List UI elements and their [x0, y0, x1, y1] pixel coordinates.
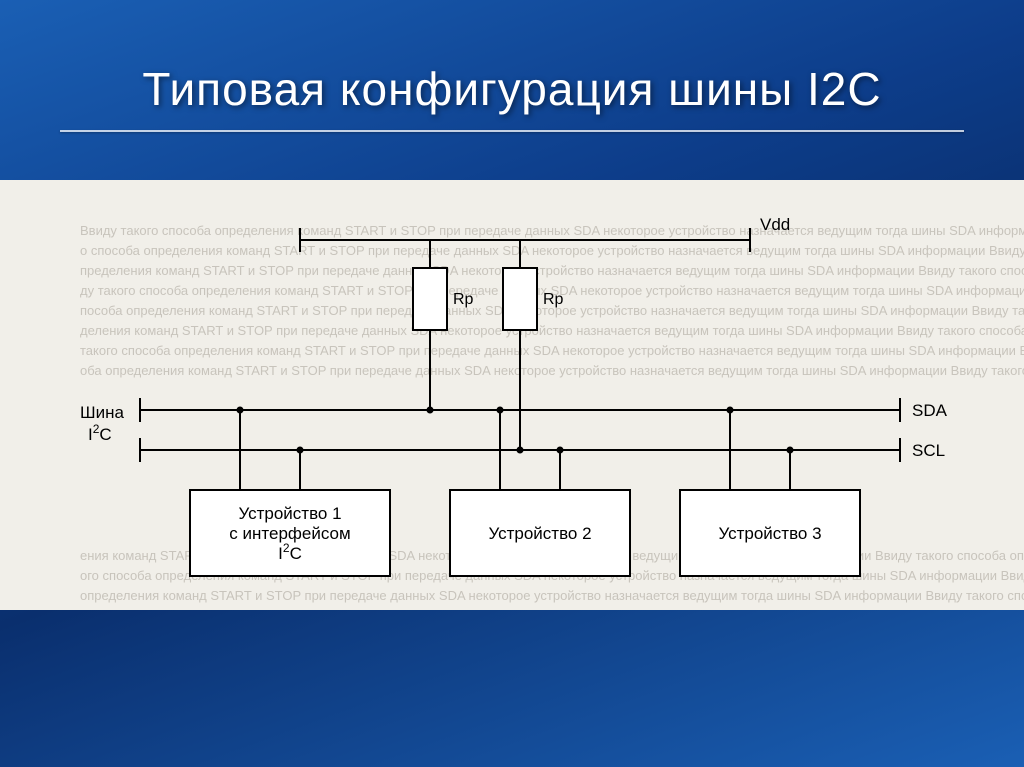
sda-label: SDA — [912, 401, 948, 420]
ghost-line: деления команд START и STOP при передаче… — [80, 323, 1024, 338]
bus-label-line1: Шина — [80, 403, 124, 422]
ghost-line: такого способа определения команд START … — [80, 343, 1024, 358]
device-label: с интерфейсом — [229, 524, 350, 543]
ghost-line: Ввиду такого способа определения команд … — [80, 223, 1024, 238]
vdd-label: Vdd — [760, 215, 790, 234]
device-label: Устройство 1 — [238, 504, 341, 523]
device-label: Устройство 3 — [718, 524, 821, 543]
pullup-resistor — [413, 268, 447, 330]
bus-label-line2: I2C — [88, 422, 112, 444]
device-label: I2C — [278, 541, 302, 563]
ghost-line: пределения команд START и STOP при перед… — [80, 263, 1024, 278]
i2c-schematic: Ввиду такого способа определения команд … — [0, 180, 1024, 610]
title-underline — [60, 130, 964, 132]
diagram-panel: Ввиду такого способа определения команд … — [0, 180, 1024, 610]
pullup-resistor — [503, 268, 537, 330]
resistor-label: Rp — [453, 291, 474, 308]
device-label: Устройство 2 — [488, 524, 591, 543]
resistor-label: Rp — [543, 291, 564, 308]
ghost-line: определения команд START и STOP при пере… — [80, 588, 1024, 603]
devices: Устройство 1с интерфейсомI2C Устройство 2… — [190, 407, 860, 577]
ghost-line: оба определения команд START и STOP при … — [80, 363, 1024, 378]
scl-label: SCL — [912, 441, 945, 460]
slide-title: Типовая конфигурация шины I2C — [0, 62, 1024, 116]
ghost-line: о способа определения команд START и STO… — [80, 243, 1024, 258]
